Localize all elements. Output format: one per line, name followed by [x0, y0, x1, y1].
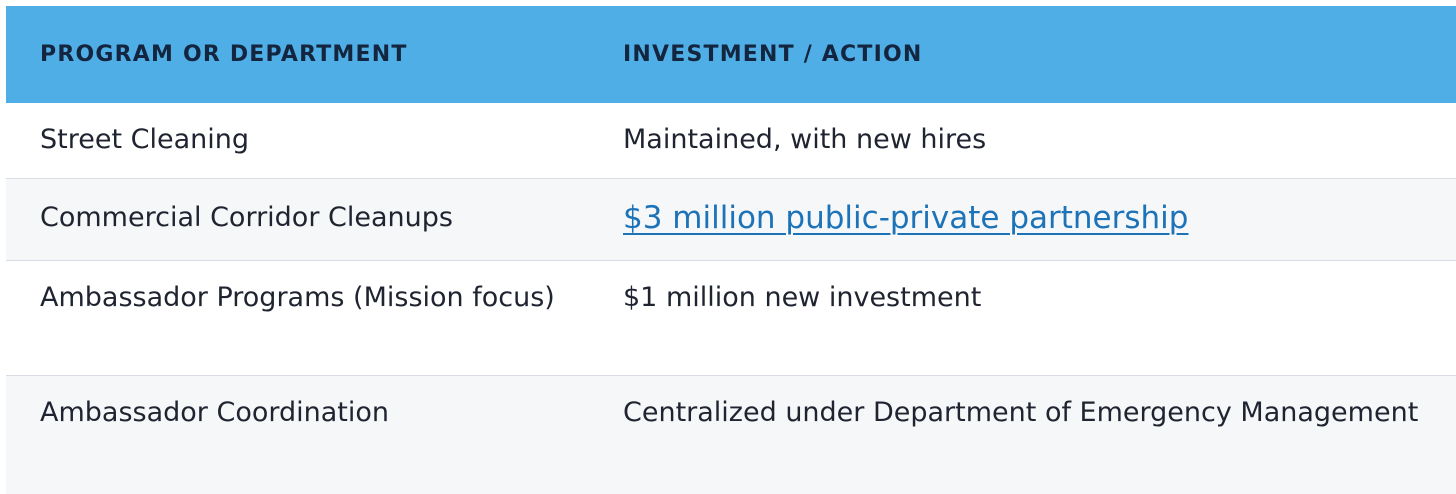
table-header: PROGRAM OR DEPARTMENT INVESTMENT / ACTIO… [6, 6, 1456, 103]
investment-table-container: PROGRAM OR DEPARTMENT INVESTMENT / ACTIO… [6, 6, 1456, 494]
table-body: Street Cleaning Maintained, with new hir… [6, 103, 1456, 494]
table-row: Street Cleaning Maintained, with new hir… [6, 103, 1456, 179]
program-cell: Street Cleaning [6, 103, 589, 179]
column-header-program: PROGRAM OR DEPARTMENT [40, 42, 408, 67]
program-cell: Commercial Corridor Cleanups [6, 178, 589, 261]
investment-table: PROGRAM OR DEPARTMENT INVESTMENT / ACTIO… [6, 6, 1456, 494]
column-header-action: INVESTMENT / ACTION [623, 42, 923, 67]
action-cell: Maintained, with new hires [589, 103, 1456, 179]
header-row: PROGRAM OR DEPARTMENT INVESTMENT / ACTIO… [6, 6, 1456, 103]
action-cell: $1 million new investment [589, 260, 1456, 376]
partnership-link[interactable]: $3 million public-private partnership [623, 199, 1189, 236]
table-row: Ambassador Programs (Mission focus) $1 m… [6, 260, 1456, 376]
action-cell: Centralized under Department of Emergenc… [589, 375, 1456, 494]
program-cell: Ambassador Coordination [6, 375, 589, 494]
table-row: Ambassador Coordination Centralized unde… [6, 375, 1456, 494]
table-row: Commercial Corridor Cleanups $3 million … [6, 178, 1456, 261]
action-cell: $3 million public-private partnership [589, 178, 1456, 261]
program-cell: Ambassador Programs (Mission focus) [6, 260, 589, 376]
